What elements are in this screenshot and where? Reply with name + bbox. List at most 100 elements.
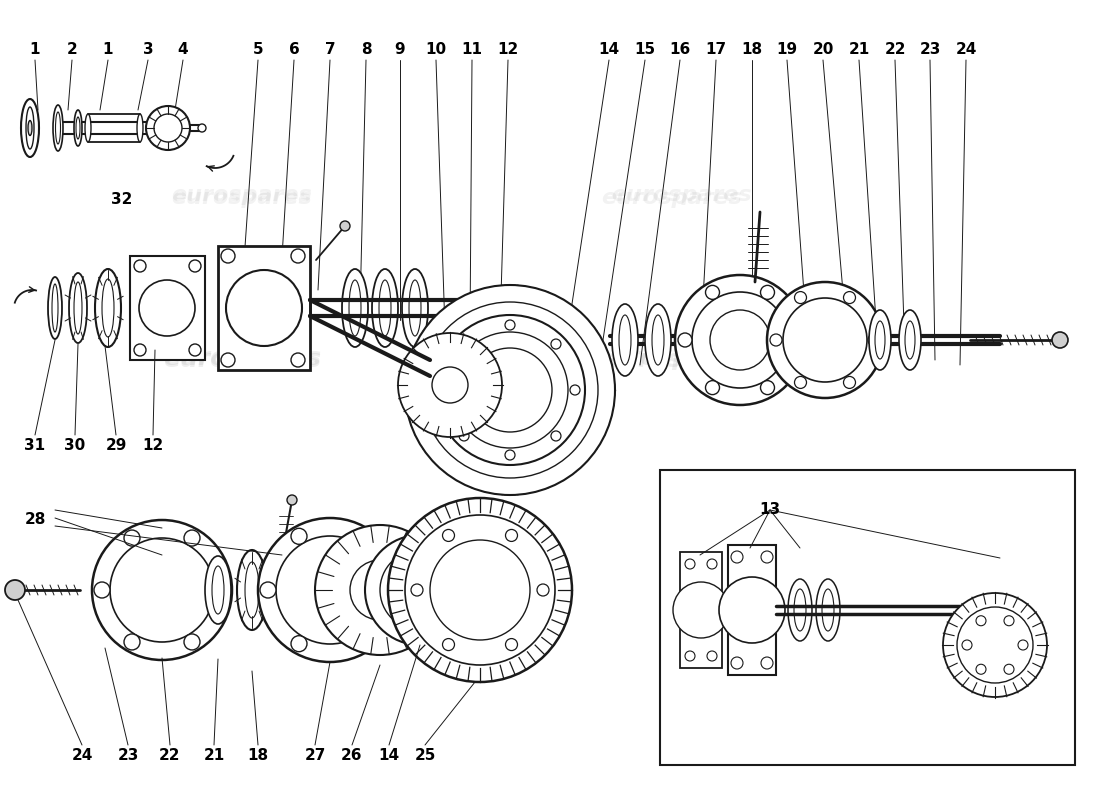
Circle shape bbox=[6, 580, 25, 600]
Ellipse shape bbox=[874, 321, 886, 359]
Circle shape bbox=[92, 520, 232, 660]
Circle shape bbox=[770, 334, 782, 346]
Circle shape bbox=[184, 530, 200, 546]
Circle shape bbox=[94, 582, 110, 598]
Circle shape bbox=[732, 657, 742, 669]
Text: eurospares: eurospares bbox=[602, 188, 742, 208]
Text: 3: 3 bbox=[143, 42, 153, 58]
Ellipse shape bbox=[76, 117, 80, 139]
Circle shape bbox=[844, 291, 856, 303]
Text: 7: 7 bbox=[324, 42, 336, 58]
Circle shape bbox=[405, 515, 556, 665]
Ellipse shape bbox=[205, 556, 231, 624]
Bar bbox=[728, 545, 776, 675]
Circle shape bbox=[761, 551, 773, 563]
Circle shape bbox=[767, 282, 883, 398]
Circle shape bbox=[537, 584, 549, 596]
Text: 11: 11 bbox=[462, 42, 483, 58]
Circle shape bbox=[943, 593, 1047, 697]
Circle shape bbox=[719, 577, 785, 643]
Text: eurospares: eurospares bbox=[593, 346, 751, 370]
Circle shape bbox=[189, 260, 201, 272]
Text: eurospares: eurospares bbox=[163, 346, 321, 370]
Text: 15: 15 bbox=[635, 42, 656, 58]
Circle shape bbox=[139, 280, 195, 336]
Text: eurospares: eurospares bbox=[172, 188, 312, 208]
Text: 32: 32 bbox=[111, 193, 133, 207]
Ellipse shape bbox=[822, 589, 834, 631]
Text: 26: 26 bbox=[341, 747, 363, 762]
Text: 21: 21 bbox=[848, 42, 870, 58]
Ellipse shape bbox=[95, 269, 121, 347]
Circle shape bbox=[365, 535, 475, 645]
Ellipse shape bbox=[53, 105, 63, 151]
Text: eurospares: eurospares bbox=[603, 348, 761, 372]
Circle shape bbox=[287, 495, 297, 505]
Circle shape bbox=[214, 582, 230, 598]
Text: 23: 23 bbox=[118, 747, 139, 762]
Ellipse shape bbox=[245, 562, 258, 618]
Circle shape bbox=[506, 638, 517, 650]
Text: 23: 23 bbox=[920, 42, 940, 58]
Text: 13: 13 bbox=[759, 502, 781, 518]
Ellipse shape bbox=[52, 284, 58, 332]
Circle shape bbox=[788, 333, 802, 347]
Circle shape bbox=[124, 530, 140, 546]
Circle shape bbox=[353, 636, 369, 652]
Circle shape bbox=[551, 431, 561, 441]
Circle shape bbox=[340, 221, 350, 231]
Circle shape bbox=[675, 275, 805, 405]
Text: 20: 20 bbox=[812, 42, 834, 58]
Circle shape bbox=[221, 353, 235, 367]
Circle shape bbox=[692, 292, 788, 388]
Circle shape bbox=[189, 344, 201, 356]
Circle shape bbox=[434, 315, 585, 465]
Circle shape bbox=[761, 657, 773, 669]
Ellipse shape bbox=[55, 112, 60, 144]
Circle shape bbox=[388, 498, 572, 682]
Circle shape bbox=[551, 339, 561, 349]
Circle shape bbox=[452, 332, 568, 448]
Bar bbox=[218, 246, 310, 370]
Circle shape bbox=[430, 540, 530, 640]
Text: 31: 31 bbox=[24, 438, 45, 453]
Ellipse shape bbox=[74, 282, 82, 334]
Text: 4: 4 bbox=[178, 42, 188, 58]
Circle shape bbox=[442, 638, 454, 650]
Ellipse shape bbox=[686, 315, 698, 365]
Circle shape bbox=[685, 651, 695, 661]
Text: 19: 19 bbox=[777, 42, 797, 58]
Circle shape bbox=[707, 559, 717, 569]
Ellipse shape bbox=[74, 110, 82, 146]
Text: 17: 17 bbox=[705, 42, 727, 58]
Text: 30: 30 bbox=[65, 438, 86, 453]
Circle shape bbox=[292, 353, 305, 367]
Text: 27: 27 bbox=[305, 747, 326, 762]
Ellipse shape bbox=[85, 114, 91, 142]
Circle shape bbox=[134, 260, 146, 272]
Ellipse shape bbox=[379, 280, 390, 336]
Ellipse shape bbox=[48, 277, 62, 339]
Text: 22: 22 bbox=[160, 747, 180, 762]
Ellipse shape bbox=[349, 280, 361, 336]
Circle shape bbox=[353, 528, 369, 544]
Circle shape bbox=[468, 348, 552, 432]
Ellipse shape bbox=[21, 99, 38, 157]
Circle shape bbox=[868, 334, 880, 346]
Ellipse shape bbox=[28, 121, 32, 135]
Circle shape bbox=[1004, 616, 1014, 626]
Circle shape bbox=[350, 560, 410, 620]
Circle shape bbox=[226, 270, 303, 346]
Circle shape bbox=[292, 249, 305, 263]
Text: 2: 2 bbox=[67, 42, 77, 58]
Circle shape bbox=[459, 339, 469, 349]
Ellipse shape bbox=[679, 304, 705, 376]
Text: 12: 12 bbox=[142, 438, 164, 453]
Ellipse shape bbox=[612, 304, 638, 376]
Ellipse shape bbox=[138, 114, 143, 142]
Circle shape bbox=[221, 249, 235, 263]
Circle shape bbox=[398, 333, 502, 437]
Circle shape bbox=[411, 584, 424, 596]
Text: 9: 9 bbox=[395, 42, 405, 58]
Bar bbox=[660, 470, 1075, 765]
